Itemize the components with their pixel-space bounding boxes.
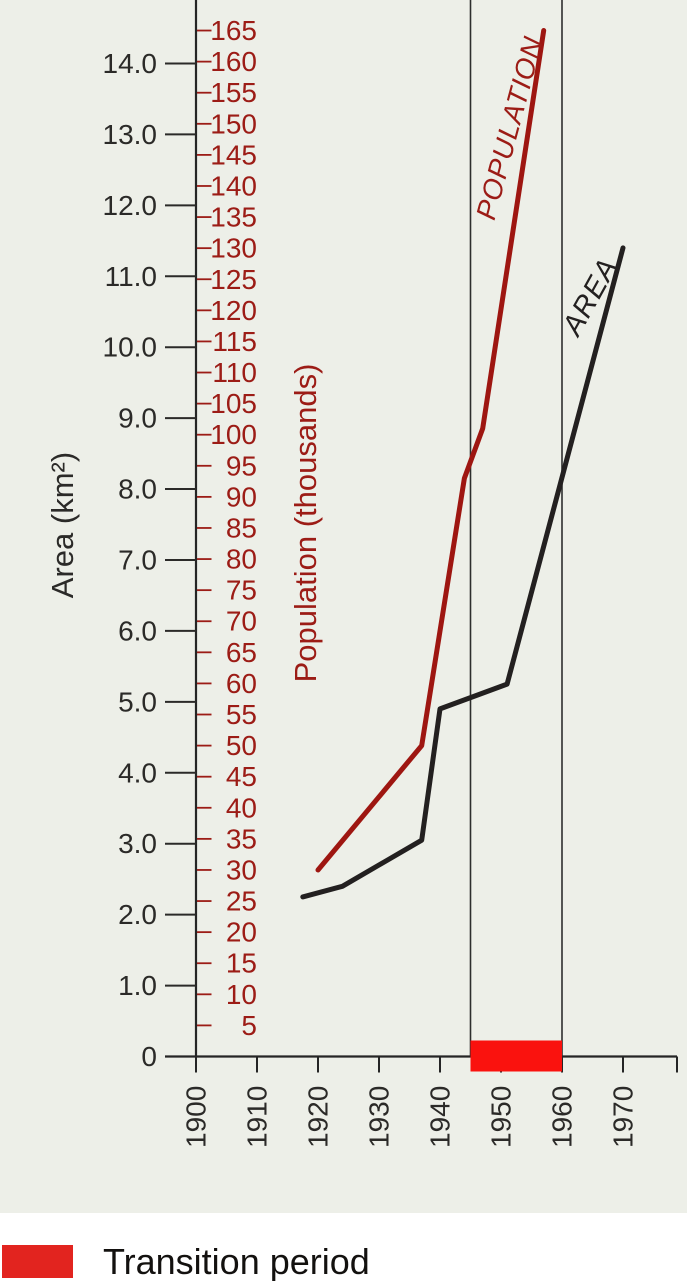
svg-text:1940: 1940: [425, 1086, 456, 1148]
legend-swatch: [2, 1245, 73, 1278]
svg-text:125: 125: [210, 264, 257, 295]
legend: Transition period: [0, 1244, 687, 1281]
svg-text:150: 150: [210, 108, 257, 139]
area-axis-ticks: 0 1.0 2.0 3.0 4.0 5.0 6.0 7.0 8.0 9.0 10.0 11.0 12.0…: [103, 48, 196, 1072]
svg-text:155: 155: [210, 77, 257, 108]
svg-text:12.0: 12.0: [103, 190, 158, 221]
population-line: [315, 28, 547, 873]
area-axis-title: Area (km²): [45, 451, 80, 599]
svg-text:40: 40: [226, 792, 257, 823]
chart-svg: 0 1.0 2.0 3.0 4.0 5.0 6.0 7.0 8.0 9.0 10.0 11.0 12.0…: [103, 0, 678, 1148]
svg-text:5.0: 5.0: [118, 686, 157, 717]
svg-text:50: 50: [226, 730, 257, 761]
legend-label: Transition period: [103, 1241, 370, 1281]
svg-text:1900: 1900: [181, 1086, 212, 1148]
svg-text:1930: 1930: [364, 1086, 395, 1148]
svg-text:95: 95: [226, 450, 257, 481]
transition-period-marker: [470, 1040, 562, 1072]
svg-text:20: 20: [226, 917, 257, 948]
svg-text:80: 80: [226, 544, 257, 575]
svg-text:90: 90: [226, 481, 257, 512]
svg-text:75: 75: [226, 575, 257, 606]
svg-text:1920: 1920: [303, 1086, 334, 1148]
svg-text:115: 115: [212, 326, 257, 357]
svg-text:110: 110: [212, 357, 257, 388]
svg-text:1950: 1950: [486, 1086, 517, 1148]
svg-text:2.0: 2.0: [118, 899, 157, 930]
svg-text:55: 55: [226, 699, 257, 730]
svg-text:65: 65: [226, 637, 257, 668]
axis-lines: [165, 0, 677, 1058]
svg-text:165: 165: [210, 15, 257, 46]
svg-text:1970: 1970: [608, 1086, 639, 1148]
svg-text:7.0: 7.0: [118, 544, 157, 575]
svg-text:70: 70: [226, 606, 257, 637]
population-axis-ticks: 5101520253035404550556065707580859095100…: [197, 15, 257, 1041]
svg-text:15: 15: [226, 948, 257, 979]
svg-text:6.0: 6.0: [118, 615, 157, 646]
svg-text:8.0: 8.0: [118, 474, 157, 505]
svg-text:11.0: 11.0: [105, 261, 157, 292]
svg-text:1910: 1910: [242, 1086, 273, 1148]
population-axis-title: Population (thousands): [288, 363, 323, 683]
area-line: [300, 245, 626, 900]
svg-text:135: 135: [210, 202, 257, 233]
svg-text:10: 10: [226, 979, 257, 1010]
svg-text:14.0: 14.0: [103, 48, 158, 79]
svg-text:60: 60: [226, 668, 257, 699]
chart-region: 0 1.0 2.0 3.0 4.0 5.0 6.0 7.0 8.0 9.0 10.0 11.0 12.0…: [0, 0, 687, 1213]
svg-text:120: 120: [210, 295, 257, 326]
svg-text:5: 5: [241, 1010, 257, 1041]
svg-text:4.0: 4.0: [118, 757, 157, 788]
svg-text:9.0: 9.0: [118, 403, 157, 434]
svg-text:30: 30: [226, 854, 257, 885]
svg-text:25: 25: [226, 886, 257, 917]
svg-text:85: 85: [226, 512, 257, 543]
svg-text:0: 0: [141, 1041, 157, 1072]
svg-text:145: 145: [210, 139, 257, 170]
svg-text:130: 130: [210, 233, 257, 264]
x-axis-ticks: 1900 1910 1920 1930 1940 1950 1960 1970: [181, 1056, 678, 1148]
svg-text:35: 35: [226, 823, 257, 854]
svg-text:45: 45: [226, 761, 257, 792]
svg-text:100: 100: [210, 419, 257, 450]
svg-text:1.0: 1.0: [118, 970, 157, 1001]
svg-text:105: 105: [210, 388, 257, 419]
svg-text:13.0: 13.0: [103, 119, 158, 150]
svg-text:140: 140: [210, 170, 257, 201]
svg-text:10.0: 10.0: [103, 332, 158, 363]
transition-band-lines: [469, 0, 563, 1057]
svg-text:160: 160: [210, 46, 257, 77]
svg-text:3.0: 3.0: [118, 828, 157, 859]
svg-text:1960: 1960: [547, 1086, 578, 1148]
